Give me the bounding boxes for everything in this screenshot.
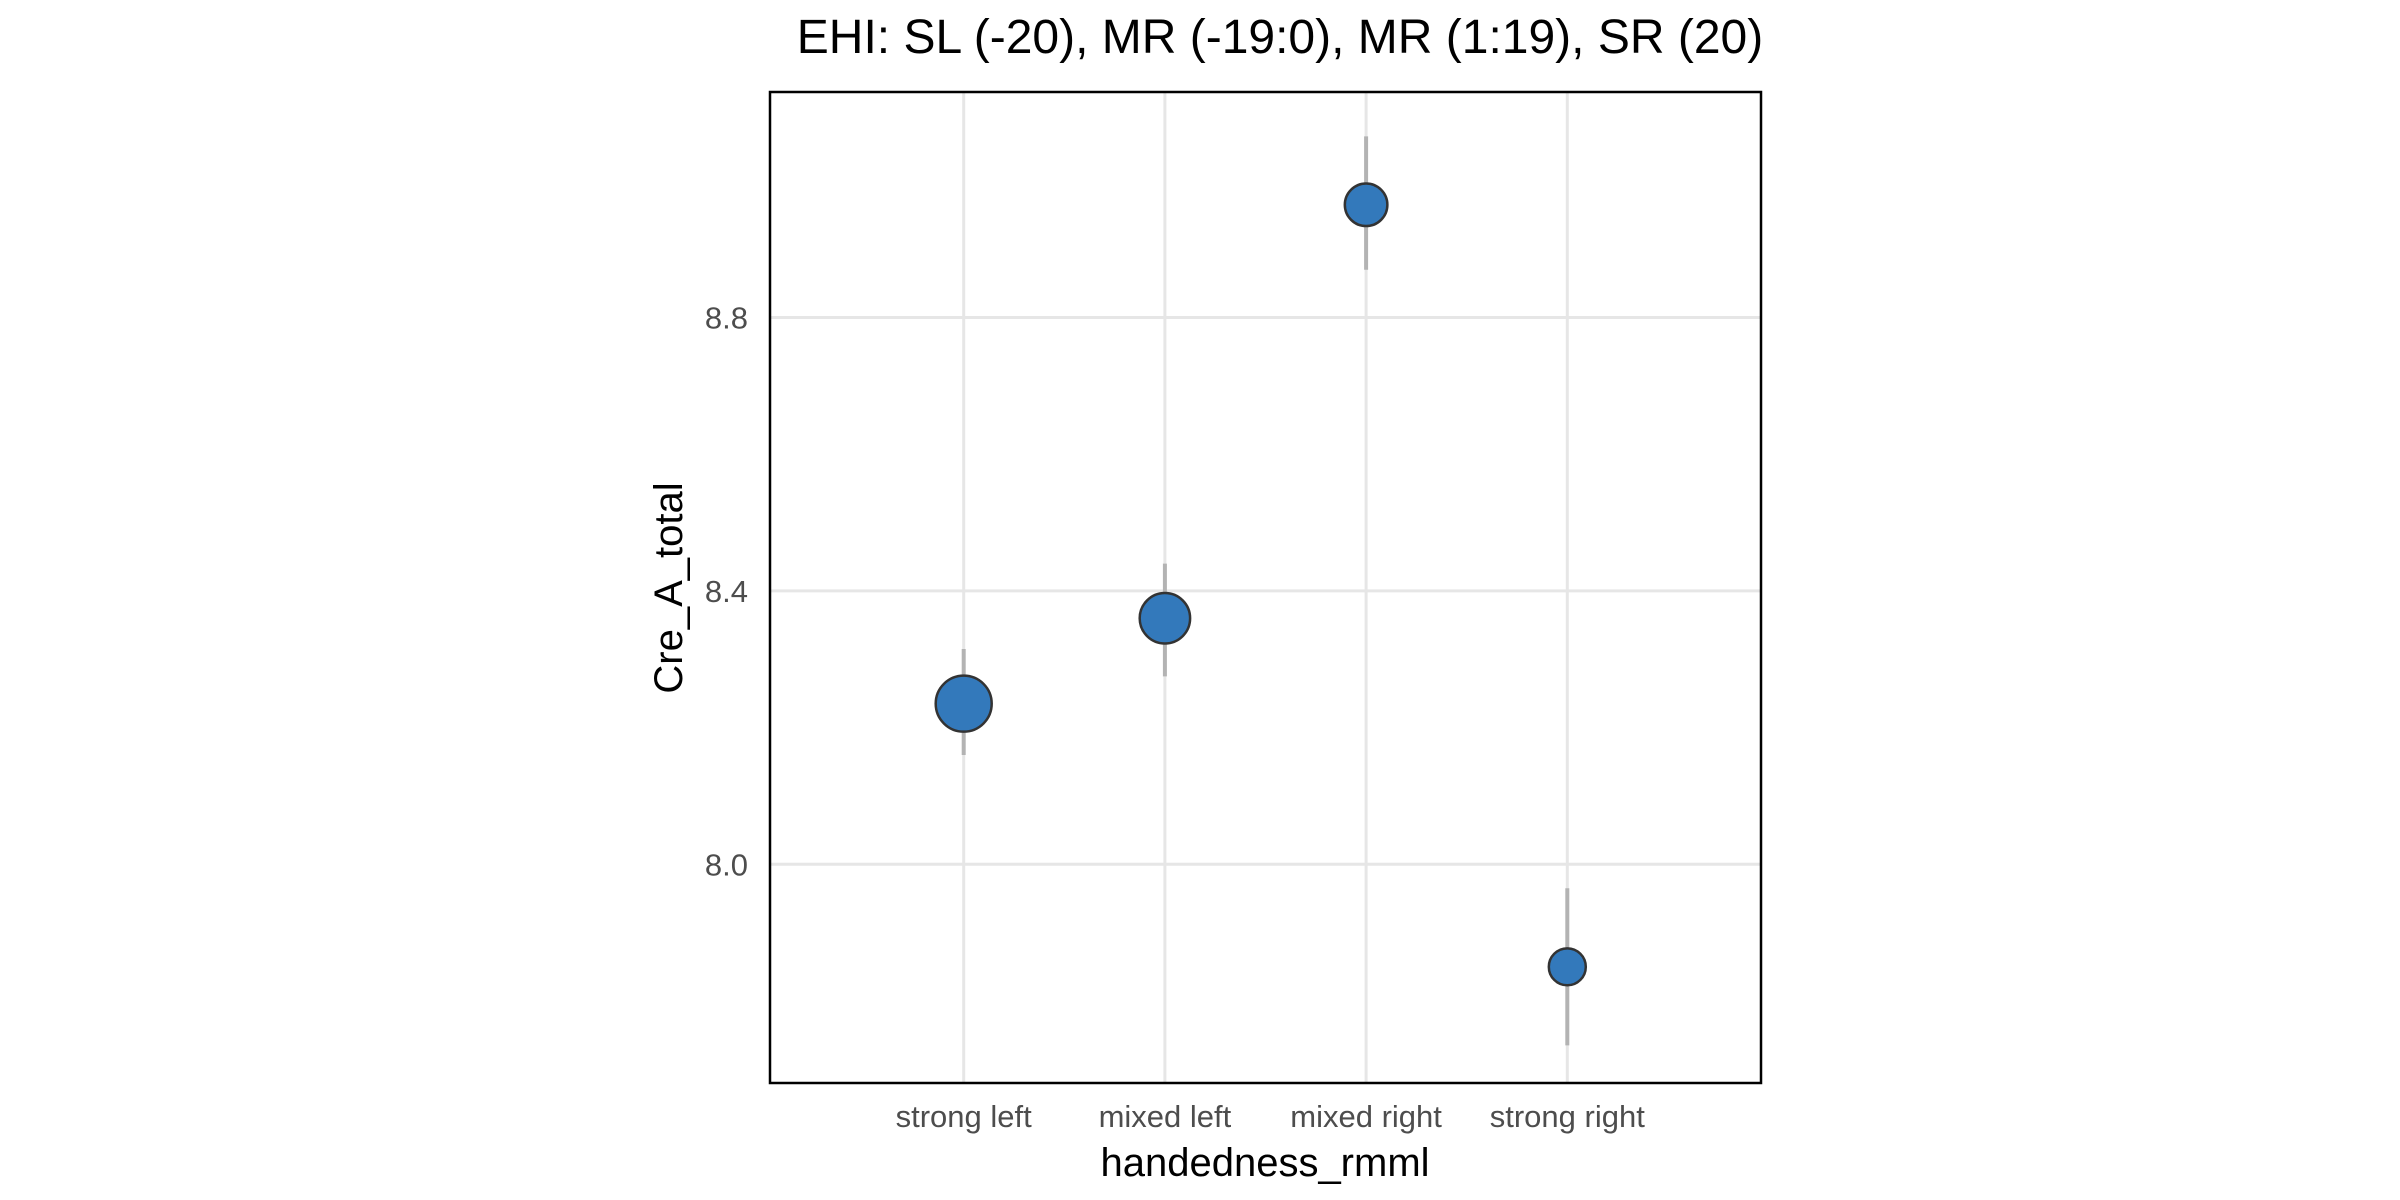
y-tick-label: 8.0 [705,847,748,882]
y-tick-label: 8.8 [705,301,748,336]
data-point [1547,947,1588,987]
x-tick-labels: strong left mixed left mixed right strong r… [896,1099,1646,1134]
y-tick-label: 8.4 [705,574,748,609]
x-tick-label: strong right [1490,1099,1645,1134]
data-point [1343,182,1389,228]
grid-lines [770,92,1761,1083]
data-point [1138,591,1192,645]
data-points [934,182,1588,987]
x-tick-label: mixed right [1290,1099,1442,1134]
y-axis-title: Cre_A_total [647,482,691,693]
y-tick-labels: 8.0 8.4 8.8 [705,301,748,883]
x-tick-label: strong left [896,1099,1033,1134]
x-axis-title: handedness_rmml [1100,1141,1429,1185]
data-point [934,674,993,733]
x-tick-label: mixed left [1099,1099,1232,1134]
chart-title: EHI: SL (-20), MR (-19:0), MR (1:19), SR… [797,11,1763,64]
plot-frame [768,90,1763,1085]
